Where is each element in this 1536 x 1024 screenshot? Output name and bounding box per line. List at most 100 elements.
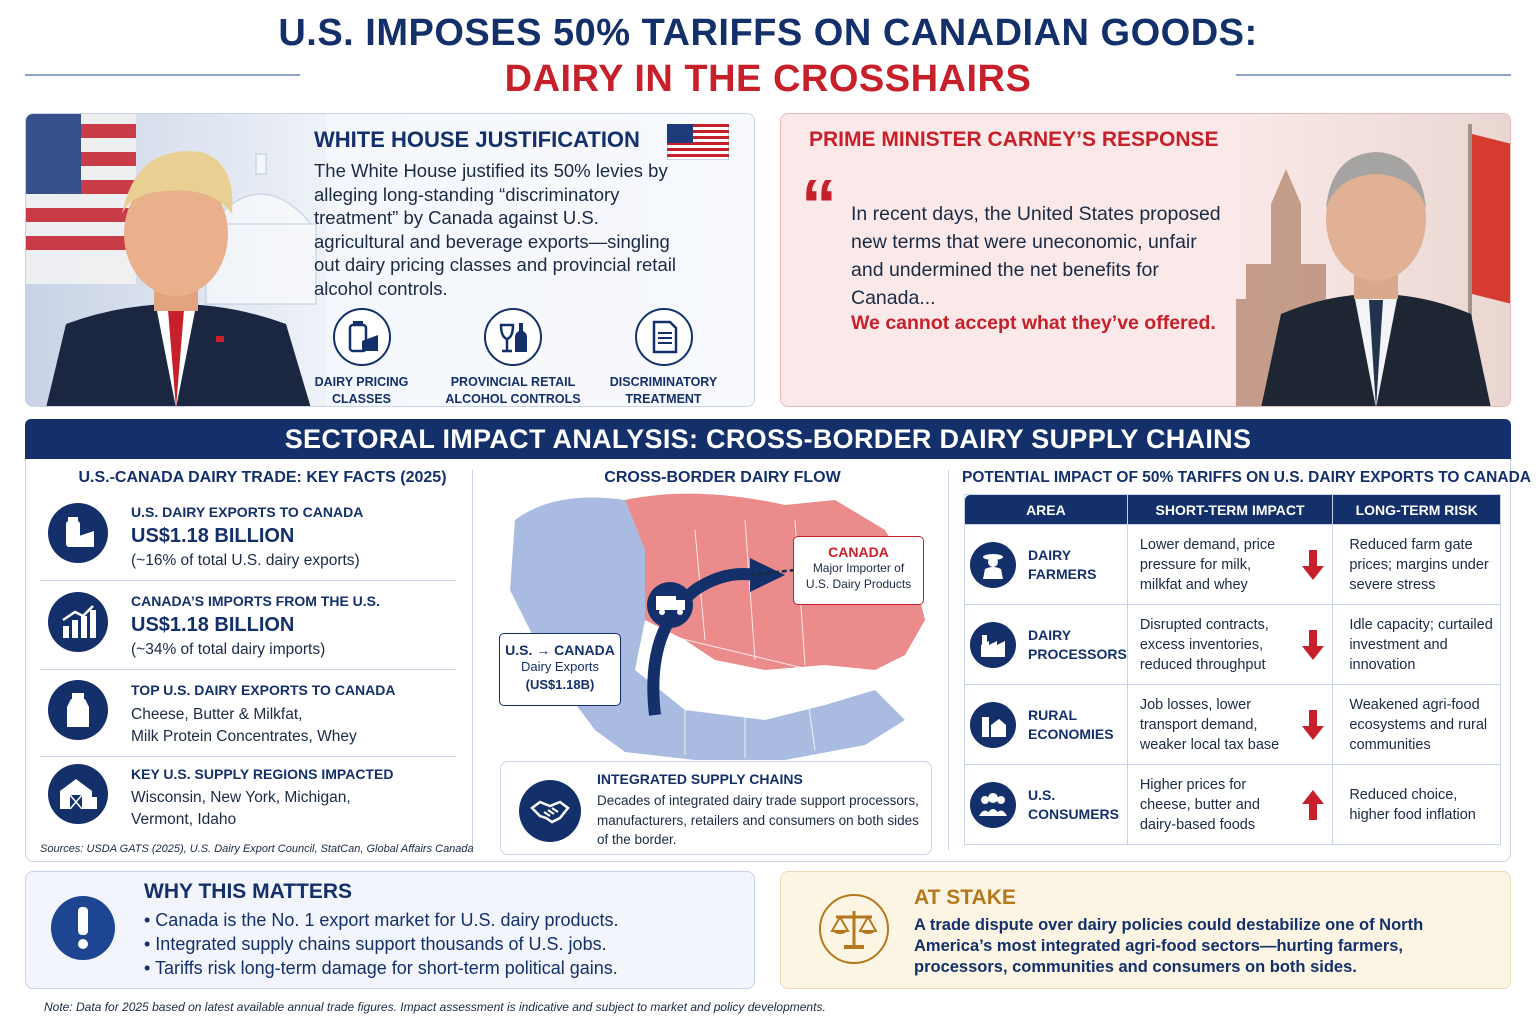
scales-of-justice-icon [830, 911, 878, 949]
us-callout-sub1: Dairy Exports [520, 659, 600, 674]
us-callout: U.S. → CANADA Dairy Exports (US$1.18B) [499, 633, 621, 706]
bar-chart-icon [62, 605, 96, 638]
fact-label-1: U.S. DAIRY EXPORTS TO CANADA [131, 504, 364, 520]
impact-header-area: AREA [964, 494, 1128, 525]
why-bullet-1: • Canada is the No. 1 export market for … [144, 910, 619, 930]
white-house-title: WHITE HOUSE JUSTIFICATION [314, 127, 640, 152]
fact-sub-2: (~34% of total dairy imports) [131, 641, 326, 658]
fact-icon-2 [48, 592, 108, 652]
white-house-body: The White House justified its 50% levies… [314, 160, 676, 299]
impact-short-cell: Job losses, lower transport demand, weak… [1126, 684, 1334, 765]
impact-long-1: Reduced farm gate prices; margins under … [1332, 524, 1501, 605]
integrated-body: Decades of integrated dairy trade suppor… [597, 793, 919, 847]
handshake-icon [530, 800, 570, 824]
canada-callout: CANADA Major Importer of U.S. Dairy Prod… [793, 536, 924, 605]
icon-dairy-pricing: DAIRY PRICING CLASSES [314, 308, 409, 406]
fact-icon-1 [48, 503, 108, 563]
impact-area-cell: RURAL ECONOMIES [964, 684, 1128, 765]
flow-title: CROSS-BORDER DAIRY FLOW [604, 469, 841, 486]
table-row: DAIRY FARMERS Lower demand, price pressur… [964, 524, 1501, 605]
impact-long-3: Weakened agri-food ecosystems and rural … [1332, 684, 1501, 765]
impact-area-4a: U.S. [1028, 786, 1056, 803]
stake-body: A trade dispute over dairy policies coul… [914, 916, 1424, 976]
impact-area-2b: PROCESSORS [1028, 645, 1127, 662]
impact-short-cell: Higher prices for cheese, butter and dai… [1126, 764, 1334, 845]
consumers-icon [979, 792, 1007, 816]
document-icon [652, 320, 677, 354]
impact-long-2: Idle capacity; curtailed investment and … [1332, 604, 1501, 685]
fact-line-3b: Milk Protein Concentrates, Whey [131, 728, 357, 745]
north-america-map [510, 493, 925, 760]
table-row: U.S. CONSUMERS Higher prices for cheese, … [964, 764, 1501, 845]
icon-label-3a: DISCRIMINATORY [609, 375, 718, 389]
impact-short-cell: Disrupted contracts, excess inventories,… [1126, 604, 1334, 685]
icon-provincial-retail: PROVINCIAL RETAIL ALCOHOL CONTROLS [438, 308, 588, 406]
up-arrow-icon [1301, 789, 1324, 820]
fact-label-4: KEY U.S. SUPPLY REGIONS IMPACTED [131, 766, 394, 782]
wine-bottle-icon [499, 323, 527, 353]
sources-note: Sources: USDA GATS (2025), U.S. Dairy Ex… [40, 843, 474, 855]
fact-line-4b: Vermont, Idaho [131, 811, 237, 828]
headline-line-2: DAIRY IN THE CROSSHAIRS [504, 58, 1032, 100]
factory-icon [981, 634, 1005, 657]
canada-callout-title: CANADA [828, 544, 889, 560]
integrated-title: INTEGRATED SUPPLY CHAINS [597, 771, 803, 787]
fact-value-2: US$1.18 BILLION [131, 614, 295, 636]
rural-icon [982, 716, 1006, 737]
impact-area-cell: DAIRY FARMERS [964, 524, 1128, 605]
fact-line-4a: Wisconsin, New York, Michigan, [131, 789, 351, 806]
integrated-supply-card: INTEGRATED SUPPLY CHAINS Decades of inte… [500, 761, 932, 855]
impact-short-2: Disrupted contracts, excess inventories,… [1139, 616, 1269, 673]
footer-note: Note: Data for 2025 based on latest avai… [44, 1000, 826, 1014]
table-row: DAIRY PROCESSORS Disrupted contracts, exc… [964, 604, 1501, 685]
fact-value-1: US$1.18 BILLION [131, 525, 295, 547]
alert-icon-circle [51, 896, 115, 960]
sectoral-banner: SECTORAL IMPACT ANALYSIS: CROSS-BORDER D… [25, 419, 1511, 459]
fact-label-3: TOP U.S. DAIRY EXPORTS TO CANADA [131, 682, 396, 698]
impact-area-3a: RURAL [1028, 706, 1077, 723]
carney-quote-emphasis: We cannot accept what they’ve offered. [851, 312, 1216, 334]
impact-table: AREA SHORT-TERM IMPACT LONG-TERM RISK DA… [964, 494, 1501, 845]
exclamation-icon [78, 907, 88, 949]
at-stake-card: AT STAKE A trade dispute over dairy poli… [780, 871, 1511, 989]
headline-line-1: U.S. IMPOSES 50% TARIFFS ON CANADIAN GOO… [278, 12, 1258, 54]
impact-header-short: SHORT-TERM IMPACT [1126, 494, 1334, 525]
carney-quote: In recent days, the United States propos… [851, 203, 1221, 309]
carney-title: PRIME MINISTER CARNEY’S RESPONSE [809, 128, 1219, 151]
section-divider-2 [948, 470, 949, 850]
why-bullet-2: • Integrated supply chains support thous… [144, 934, 607, 954]
icon-label-1a: DAIRY PRICING [314, 375, 409, 389]
why-title: WHY THIS MATTERS [144, 880, 353, 903]
barn-icon [60, 779, 97, 810]
quote-mark: “ [801, 166, 837, 246]
icon-label-3b: TREATMENT [625, 392, 702, 406]
fact-line-3a: Cheese, Butter & Milkfat, [131, 706, 303, 723]
impact-header-long: LONG-TERM RISK [1332, 494, 1501, 525]
milk-cheese-icon [66, 517, 94, 547]
fact-separator [40, 580, 456, 581]
impact-short-cell: Lower demand, price pressure for milk, m… [1126, 524, 1334, 605]
icon-label-1b: CLASSES [331, 392, 392, 406]
icon-label-2b: ALCOHOL CONTROLS [445, 392, 581, 406]
farmer-icon [983, 553, 1003, 579]
down-arrow-icon [1301, 709, 1324, 740]
impact-short-1: Lower demand, price pressure for milk, m… [1139, 536, 1276, 593]
section-divider-1 [472, 470, 473, 850]
down-arrow-icon [1301, 629, 1324, 660]
header-divider-left [25, 74, 300, 76]
fact-separator [40, 669, 456, 670]
carney-portrait-image [1236, 114, 1510, 406]
impact-area-3b: ECONOMIES [1028, 725, 1114, 742]
fact-label-2: CANADA’S IMPORTS FROM THE U.S. [131, 593, 380, 609]
fact-icon-3 [48, 680, 108, 740]
impact-area-1b: FARMERS [1028, 565, 1097, 582]
integrated-icon-circle [519, 780, 581, 842]
milk-bottle-icon [67, 693, 89, 727]
stake-title: AT STAKE [914, 886, 1016, 909]
impact-area-cell: DAIRY PROCESSORS [964, 604, 1128, 685]
us-flag-icon [667, 124, 729, 160]
white-house-card: WHITE HOUSE JUSTIFICATION The White Hous… [25, 113, 755, 407]
us-callout-sub2: (US$1.18B) [525, 677, 595, 692]
impact-long-4: Reduced choice, higher food inflation [1332, 764, 1501, 845]
table-row: RURAL ECONOMIES Job losses, lower transpo… [964, 684, 1501, 765]
